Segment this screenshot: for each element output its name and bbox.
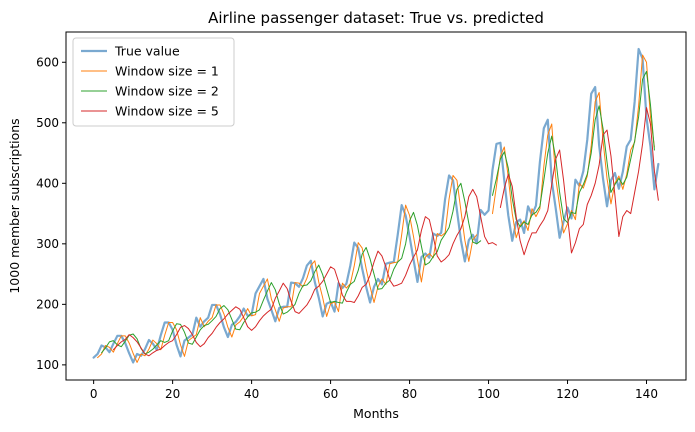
y-tick-label: 600: [36, 55, 59, 69]
legend: True value Window size = 1 Window size = 2…: [72, 37, 235, 127]
y-axis-label: 1000 member subscriptions: [7, 118, 22, 293]
x-tick-label: 100: [477, 387, 500, 401]
x-tick-label: 140: [635, 387, 658, 401]
legend-box: [72, 37, 235, 127]
y-tick-label: 100: [36, 358, 59, 372]
x-tick-label: 40: [244, 387, 259, 401]
x-tick-label: 120: [556, 387, 579, 401]
legend-label-3: Window size = 2: [115, 84, 219, 99]
legend-label-1: True value: [114, 44, 180, 59]
y-tick-label: 400: [36, 176, 59, 190]
x-tick-label: 20: [165, 387, 180, 401]
x-tick-label: 60: [323, 387, 338, 401]
x-tick-label: 0: [90, 387, 98, 401]
series-line-4-segment-2: [499, 107, 659, 256]
x-axis-label: Months: [353, 406, 399, 421]
series-layer: [92, 47, 660, 364]
y-tick-label: 200: [36, 297, 59, 311]
x-tick-label: 80: [402, 387, 417, 401]
series-line-2-segment-1: [97, 174, 478, 363]
series-line-3-segment-1: [101, 182, 482, 355]
series-line-4-segment-1: [112, 188, 497, 357]
x-axis: 0 20 40 60 80 100 120 140: [90, 380, 658, 401]
y-axis: 100 200 300 400 500 600: [36, 55, 66, 372]
y-tick-label: 300: [36, 237, 59, 251]
series-line-3-segment-2: [492, 70, 655, 228]
legend-label-4: Window size = 5: [115, 104, 219, 119]
y-tick-label: 500: [36, 116, 59, 130]
series-line-2-segment-2: [492, 54, 655, 239]
plot-frame: [65, 31, 687, 381]
chart-title: Airline passenger dataset: True vs. pred…: [208, 9, 544, 27]
legend-label-2: Window size = 1: [115, 64, 219, 79]
